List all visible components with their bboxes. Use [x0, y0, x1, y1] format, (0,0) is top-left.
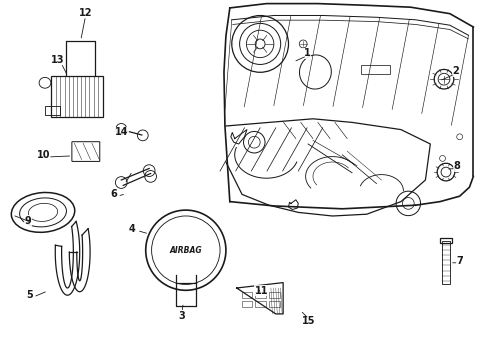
Text: 15: 15: [302, 316, 315, 327]
Text: AIRBAG: AIRBAG: [169, 246, 202, 255]
Text: 8: 8: [452, 161, 459, 171]
Text: 6: 6: [110, 189, 117, 199]
Bar: [255, 301, 265, 307]
Bar: [45, 106, 60, 115]
Text: 5: 5: [26, 290, 33, 300]
Bar: [268, 301, 279, 307]
Bar: [268, 292, 279, 298]
Text: 3: 3: [178, 311, 185, 321]
Bar: [241, 292, 252, 298]
Bar: [255, 292, 265, 298]
Text: 4: 4: [128, 224, 135, 234]
Text: 13: 13: [51, 55, 64, 66]
Bar: [441, 241, 449, 284]
Bar: [439, 238, 451, 243]
Text: 11: 11: [254, 286, 268, 296]
Text: 12: 12: [79, 8, 92, 18]
Text: 14: 14: [114, 127, 128, 137]
Bar: [241, 301, 252, 307]
Bar: [360, 65, 389, 74]
Text: 9: 9: [24, 216, 31, 226]
Bar: [51, 76, 102, 117]
Text: 10: 10: [37, 150, 51, 160]
Text: 2: 2: [451, 66, 458, 76]
Text: 1: 1: [303, 48, 310, 58]
Text: 7: 7: [455, 256, 462, 266]
